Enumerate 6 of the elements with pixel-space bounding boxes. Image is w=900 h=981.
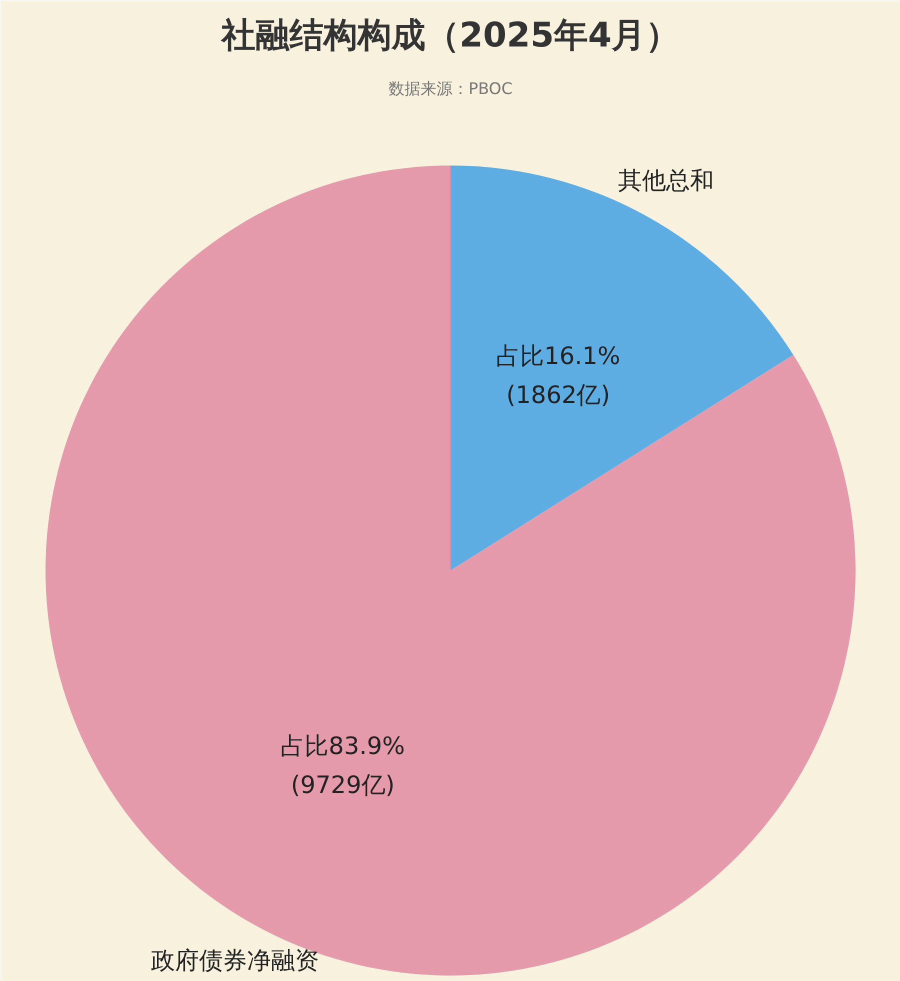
- data-label: 占比83.9% (9729亿): [280, 732, 405, 800]
- chart-title: 社融结构构成（2025年4月）: [220, 16, 680, 56]
- source-note: 数据来源：PBOC: [388, 79, 513, 98]
- slice-label: 政府债券净融资: [151, 946, 320, 974]
- data-label: 占比16.1% (1862亿): [496, 342, 620, 410]
- slice-label: 其他总和: [618, 166, 714, 195]
